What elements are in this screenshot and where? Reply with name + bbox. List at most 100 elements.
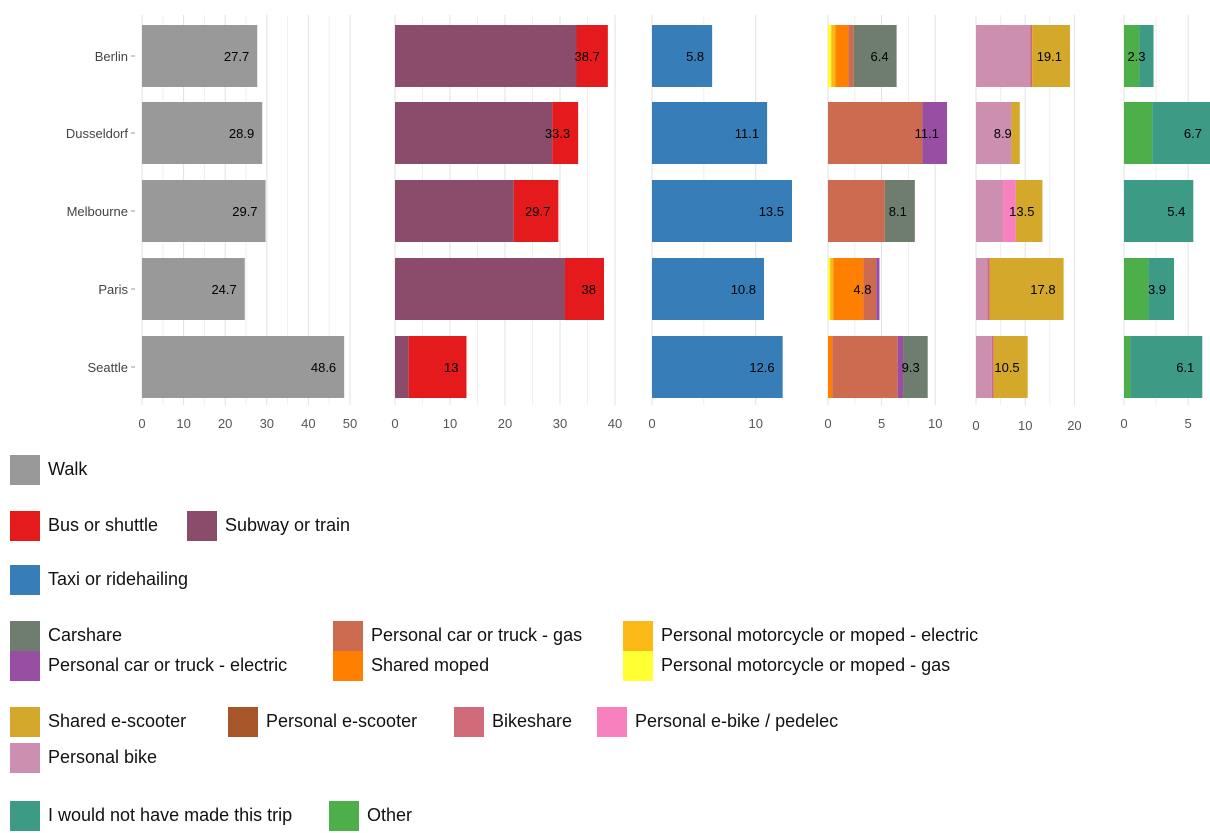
legend-label: Other xyxy=(367,805,413,825)
bar-segment xyxy=(848,25,854,87)
legend-label: Personal motorcycle or moped - gas xyxy=(661,655,951,675)
bar-segment xyxy=(1152,102,1210,164)
legend-swatch xyxy=(329,801,359,831)
data-label: 29.7 xyxy=(525,204,550,219)
category-label: Melbourne xyxy=(67,204,128,219)
bar-segment xyxy=(853,25,897,87)
legend-group-micromobility: Shared e-scooter Personal e-scooter Bike… xyxy=(10,707,1110,773)
bar-segment xyxy=(993,336,1028,398)
legend-swatch xyxy=(623,651,653,681)
bar-segment xyxy=(1015,180,1043,242)
bar-segment xyxy=(1139,25,1154,87)
x-tick-label: 30 xyxy=(553,416,567,431)
x-tick-label: 0 xyxy=(648,416,655,431)
legend-label: Bus or shuttle xyxy=(48,515,159,535)
data-label: 8.9 xyxy=(994,126,1012,141)
data-label: 19.1 xyxy=(1037,49,1062,64)
data-label: 33.3 xyxy=(545,126,570,141)
bar-segment xyxy=(828,336,833,398)
bar-segment xyxy=(835,25,849,87)
bar-segment xyxy=(922,102,947,164)
bar-segment xyxy=(976,336,992,398)
legend-label: Personal car or truck - electric xyxy=(48,655,288,675)
bar-segment xyxy=(828,258,831,320)
bar-segment xyxy=(976,180,1004,242)
category-label: Dusseldorf xyxy=(66,126,129,141)
legend-group-car: Carshare Personal car or truck - gas Per… xyxy=(10,621,1110,681)
bar-segment xyxy=(884,180,915,242)
bar-segment xyxy=(395,25,577,87)
data-label: 10.8 xyxy=(731,282,756,297)
legend-swatch xyxy=(10,707,40,737)
x-tick-label: 10 xyxy=(928,416,942,431)
data-label: 6.4 xyxy=(871,49,889,64)
legend-label: Walk xyxy=(48,459,88,479)
bar-segment xyxy=(828,180,885,242)
bar-segment xyxy=(976,258,988,320)
bar-segment xyxy=(987,258,990,320)
bar-segment xyxy=(1032,25,1070,87)
legend-label: Personal motorcycle or moped - electric xyxy=(661,625,979,645)
data-label: 8.1 xyxy=(889,204,907,219)
x-tick-label: 30 xyxy=(260,416,274,431)
bar-segment xyxy=(395,102,553,164)
data-label: 6.1 xyxy=(1176,360,1194,375)
bar-segment xyxy=(1148,258,1175,320)
bar-segment xyxy=(513,180,559,242)
x-tick-label: 10 xyxy=(1018,418,1032,433)
bar-segment xyxy=(652,336,783,398)
bar-segment xyxy=(897,336,904,398)
legend-label: Personal car or truck - gas xyxy=(371,625,583,645)
legend-group-walk: Walk xyxy=(10,455,610,487)
data-label: 13.5 xyxy=(1009,204,1034,219)
bar-segment xyxy=(833,258,864,320)
bar-segment xyxy=(1124,180,1194,242)
legend-swatch xyxy=(623,621,653,651)
legend-swatch xyxy=(10,565,40,595)
legend-swatch xyxy=(10,621,40,651)
bar-segment xyxy=(1030,25,1033,87)
legend-swatch xyxy=(187,511,217,541)
data-label: 48.6 xyxy=(311,360,336,375)
data-label: 38.7 xyxy=(575,49,600,64)
bar-segment xyxy=(832,336,898,398)
category-label: Paris xyxy=(98,282,128,297)
bar-segment xyxy=(142,102,263,164)
bar-segment xyxy=(395,258,565,320)
data-label: 11.1 xyxy=(735,126,759,141)
legend-swatch xyxy=(10,801,40,831)
bar-segment xyxy=(1003,180,1016,242)
x-tick-label: 10 xyxy=(176,416,190,431)
bar-segment xyxy=(142,336,345,398)
legend: Walk Bus or shuttle Subway or train Taxi… xyxy=(0,445,1210,831)
bar-segment xyxy=(903,336,928,398)
x-tick-label: 5 xyxy=(1185,416,1192,431)
legend-group-taxi: Taxi or ridehailing xyxy=(10,565,610,597)
bar-segment xyxy=(830,258,834,320)
category-label: Berlin xyxy=(95,49,128,64)
legend-label: Bikeshare xyxy=(492,711,573,731)
x-tick-label: 40 xyxy=(301,416,315,431)
bar-segment xyxy=(989,258,1064,320)
bar-segment xyxy=(408,336,467,398)
bar-segment xyxy=(1124,25,1140,87)
legend-swatch xyxy=(10,651,40,681)
bar-segment xyxy=(552,102,579,164)
legend-label: Carshare xyxy=(48,625,123,645)
data-label: 10.5 xyxy=(994,360,1019,375)
legend-swatch xyxy=(597,707,627,737)
x-tick-label: 20 xyxy=(1067,418,1081,433)
bar-segment xyxy=(1124,102,1153,164)
bar-segment xyxy=(652,258,764,320)
legend-label: Personal e-scooter xyxy=(266,711,418,731)
data-label: 38 xyxy=(582,282,596,297)
data-label: 29.7 xyxy=(232,204,257,219)
bar-segment xyxy=(991,336,994,398)
bar-segment xyxy=(652,102,768,164)
legend-swatch xyxy=(10,455,40,485)
bar-segment xyxy=(142,258,245,320)
data-label: 5.4 xyxy=(1167,204,1185,219)
bar-segment xyxy=(976,102,1012,164)
bar-segment xyxy=(1124,258,1149,320)
bar-segment xyxy=(564,258,604,320)
